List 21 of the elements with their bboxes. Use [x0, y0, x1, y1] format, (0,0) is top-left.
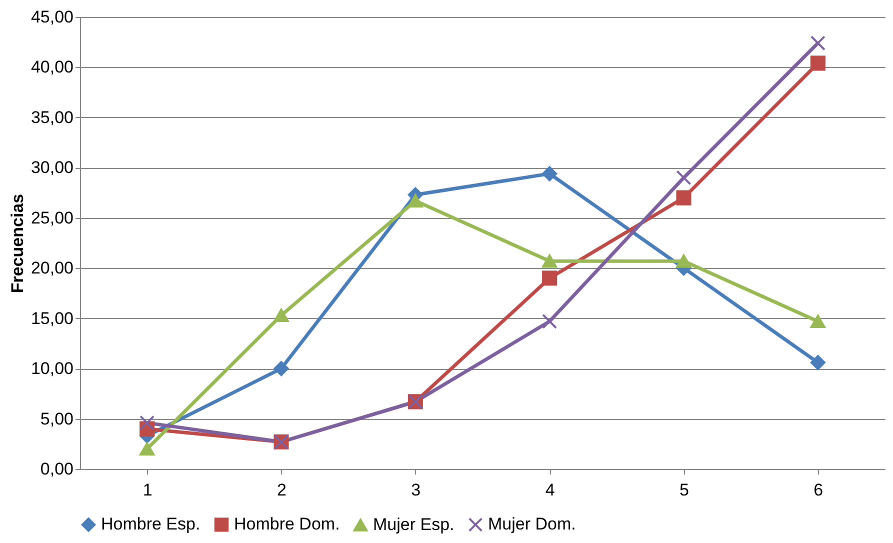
legend-label: Hombre Dom. [234, 514, 340, 534]
legend-label: Mujer Dom. [488, 514, 576, 534]
y-tick-label: 10,00 [30, 359, 74, 378]
y-tick-label: 35,00 [30, 108, 74, 127]
x-tick-label: 3 [411, 480, 421, 500]
y-tick-label: 40,00 [30, 58, 74, 77]
legend-label: Hombre Esp. [101, 514, 200, 534]
y-tick-label: 30,00 [30, 158, 74, 178]
y-tick-label: 45,00 [30, 8, 74, 26]
y-tick-label: 0,00 [40, 460, 74, 478]
x-tick-label: 4 [545, 480, 555, 500]
y-tick-label: 5,00 [40, 409, 74, 428]
y-tick-label: 25,00 [30, 208, 74, 228]
x-tick-label: 5 [680, 480, 689, 500]
x-tick-label: 1 [142, 480, 152, 500]
y-axis-title: Frecuencias [8, 194, 27, 294]
y-tick-label: 20,00 [30, 258, 74, 278]
x-tick-label: 2 [277, 480, 286, 500]
y-tick-label: 15,00 [30, 308, 74, 328]
x-tick-label: 6 [814, 480, 824, 500]
legend-label: Mujer Esp. [373, 515, 454, 534]
